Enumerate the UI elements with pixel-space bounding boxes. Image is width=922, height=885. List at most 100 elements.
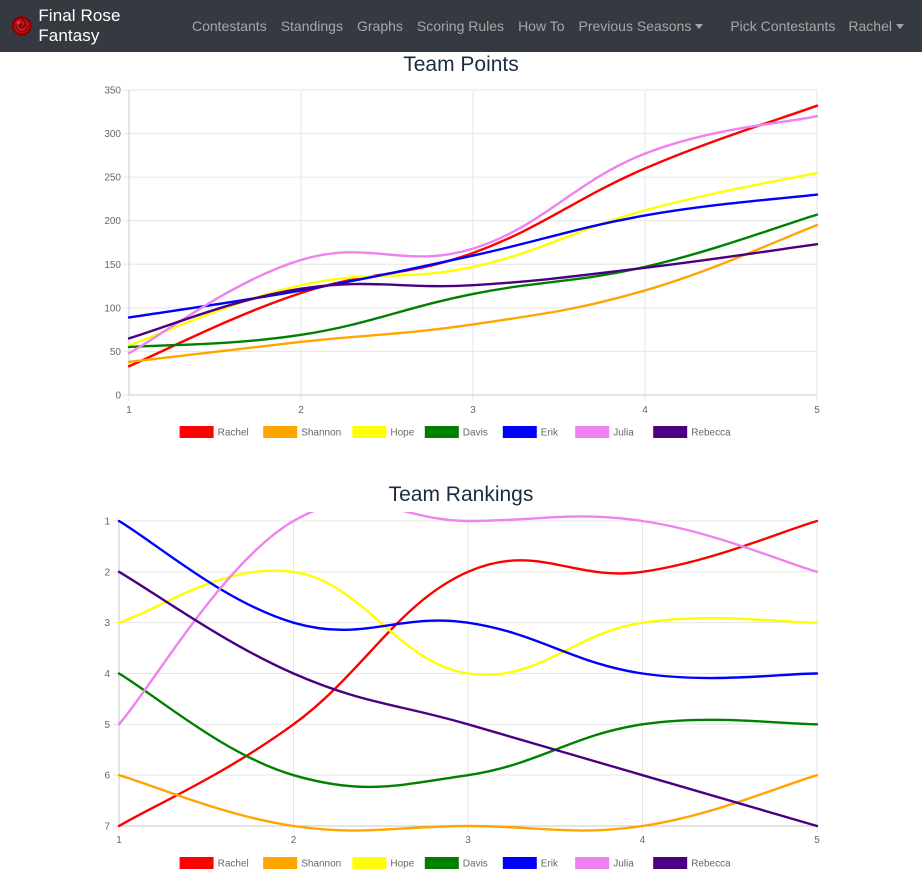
legend-label: Rebecca [691, 859, 731, 870]
nav-standings[interactable]: Standings [281, 18, 343, 34]
y-tick-label: 3 [104, 618, 110, 629]
nav-contestants[interactable]: Contestants [192, 18, 267, 34]
series-line-erik [127, 193, 819, 319]
legend-label: Erik [541, 428, 559, 439]
team-points-chart: 0 50 100 150 200 250 300 350 1 2 3 4 5 Rachel Shannon H… [104, 86, 820, 439]
series-line-julia [117, 512, 819, 726]
legend-item-julia[interactable]: Julia [575, 426, 634, 439]
legend-item-erik[interactable]: Erik [502, 426, 559, 439]
y-tick-label: 5 [104, 720, 110, 731]
series-line-shannon [117, 773, 819, 832]
legend-item-julia[interactable]: Julia [575, 857, 634, 870]
nav-contestants-label: Contestants [191, 18, 267, 34]
y-tick-label: 150 [104, 260, 121, 271]
legend-swatch [179, 426, 214, 438]
x-tick-label: 2 [291, 835, 297, 846]
chart-grid [113, 520, 818, 832]
x-tick-label: 3 [465, 835, 471, 846]
legend-swatch [575, 426, 610, 438]
legend-swatch [263, 426, 298, 438]
legend-swatch [179, 857, 214, 869]
legend-swatch [424, 426, 459, 438]
nav-how-to[interactable]: How To [518, 18, 564, 34]
series-line-shannon [127, 223, 819, 364]
y-tick-label: 1 [104, 517, 110, 528]
legend-label: Julia [613, 859, 634, 870]
x-tick-label: 1 [126, 405, 132, 416]
nav-scoring-rules-label: Scoring Rules [416, 18, 505, 34]
rankings-chart-title: Team Rankings [388, 483, 534, 506]
x-tick-label: 1 [116, 835, 122, 846]
y-tick-label: 200 [104, 216, 121, 227]
x-tick-label: 2 [298, 405, 304, 416]
brand-link[interactable]: Final Rose Fantasy [11, 6, 160, 46]
nav-previous-seasons-dropdown[interactable]: Previous Seasons [579, 18, 704, 34]
nav-pick-contestants[interactable]: Pick Contestants [730, 18, 835, 34]
nav-user-label: Rachel [848, 18, 892, 34]
series-line-hope [117, 569, 819, 676]
series-line-davis [117, 672, 819, 789]
series-line-rebecca [117, 570, 819, 828]
legend-swatch [424, 857, 459, 869]
legend-swatch [575, 857, 610, 869]
nav-pick-contestants-label: Pick Contestants [730, 18, 836, 34]
y-tick-label: 350 [104, 86, 121, 97]
x-tick-label: 5 [814, 405, 820, 416]
y-tick-label: 7 [104, 822, 110, 833]
legend-label: Rachel [218, 859, 249, 870]
y-tick-label: 6 [104, 771, 110, 782]
legend-item-shannon[interactable]: Shannon [263, 426, 341, 439]
legend-swatch [653, 857, 688, 869]
y-tick-label: 250 [104, 173, 121, 184]
chart-grid [123, 89, 818, 401]
legend-label: Hope [390, 428, 414, 439]
legend-label: Davis [463, 859, 488, 870]
x-tick-label: 4 [642, 405, 648, 416]
legend-label: Rebecca [691, 428, 731, 439]
nav-scoring-rules[interactable]: Scoring Rules [417, 18, 504, 34]
legend-item-davis[interactable]: Davis [424, 426, 488, 439]
legend-label: Shannon [301, 428, 341, 439]
legend-item-hope[interactable]: Hope [352, 426, 415, 439]
legend-label: Erik [541, 859, 559, 870]
legend-item-rebecca[interactable]: Rebecca [653, 426, 731, 439]
top-navbar: Final Rose Fantasy Contestants Standings… [0, 0, 922, 52]
legend-label: Shannon [301, 859, 341, 870]
legend-label: Julia [613, 428, 634, 439]
nav-standings-label: Standings [280, 18, 343, 34]
series-line-julia [127, 114, 819, 355]
legend-item-davis[interactable]: Davis [424, 857, 488, 870]
legend-label: Rachel [218, 428, 249, 439]
series-line-erik [117, 519, 819, 680]
x-tick-label: 3 [470, 405, 476, 416]
legend-item-rebecca[interactable]: Rebecca [653, 857, 731, 870]
y-tick-label: 50 [110, 347, 122, 358]
y-tick-label: 0 [115, 391, 121, 402]
series-line-rachel [127, 104, 819, 368]
nav-graphs[interactable]: Graphs [357, 18, 403, 34]
legend-item-shannon[interactable]: Shannon [263, 857, 341, 870]
legend-swatch [502, 426, 537, 438]
x-tick-label: 5 [814, 835, 820, 846]
y-tick-label: 100 [104, 303, 121, 314]
nav-user-dropdown[interactable]: Rachel [848, 18, 904, 34]
caret-down-icon [896, 24, 904, 29]
legend-item-erik[interactable]: Erik [502, 857, 559, 870]
nav-graphs-label: Graphs [356, 18, 403, 34]
legend-label: Hope [390, 859, 414, 870]
brand-name: Final Rose Fantasy [38, 6, 121, 45]
points-chart-title: Team Points [403, 53, 519, 76]
legend-item-hope[interactable]: Hope [352, 857, 415, 870]
series-line-rebecca [127, 243, 819, 340]
series-line-rachel [117, 519, 819, 828]
legend-swatch [352, 426, 387, 438]
chart-legend: Rachel Shannon Hope Davis Erik Julia Rebecca [179, 857, 731, 870]
legend-item-rachel[interactable]: Rachel [179, 857, 249, 870]
legend-item-rachel[interactable]: Rachel [179, 426, 249, 439]
rose-logo-icon [11, 16, 32, 36]
x-tick-label: 4 [640, 835, 646, 846]
y-tick-label: 300 [104, 129, 121, 140]
legend-swatch [653, 426, 688, 438]
chart-legend: Rachel Shannon Hope Davis Erik Julia Rebecca [179, 426, 731, 439]
